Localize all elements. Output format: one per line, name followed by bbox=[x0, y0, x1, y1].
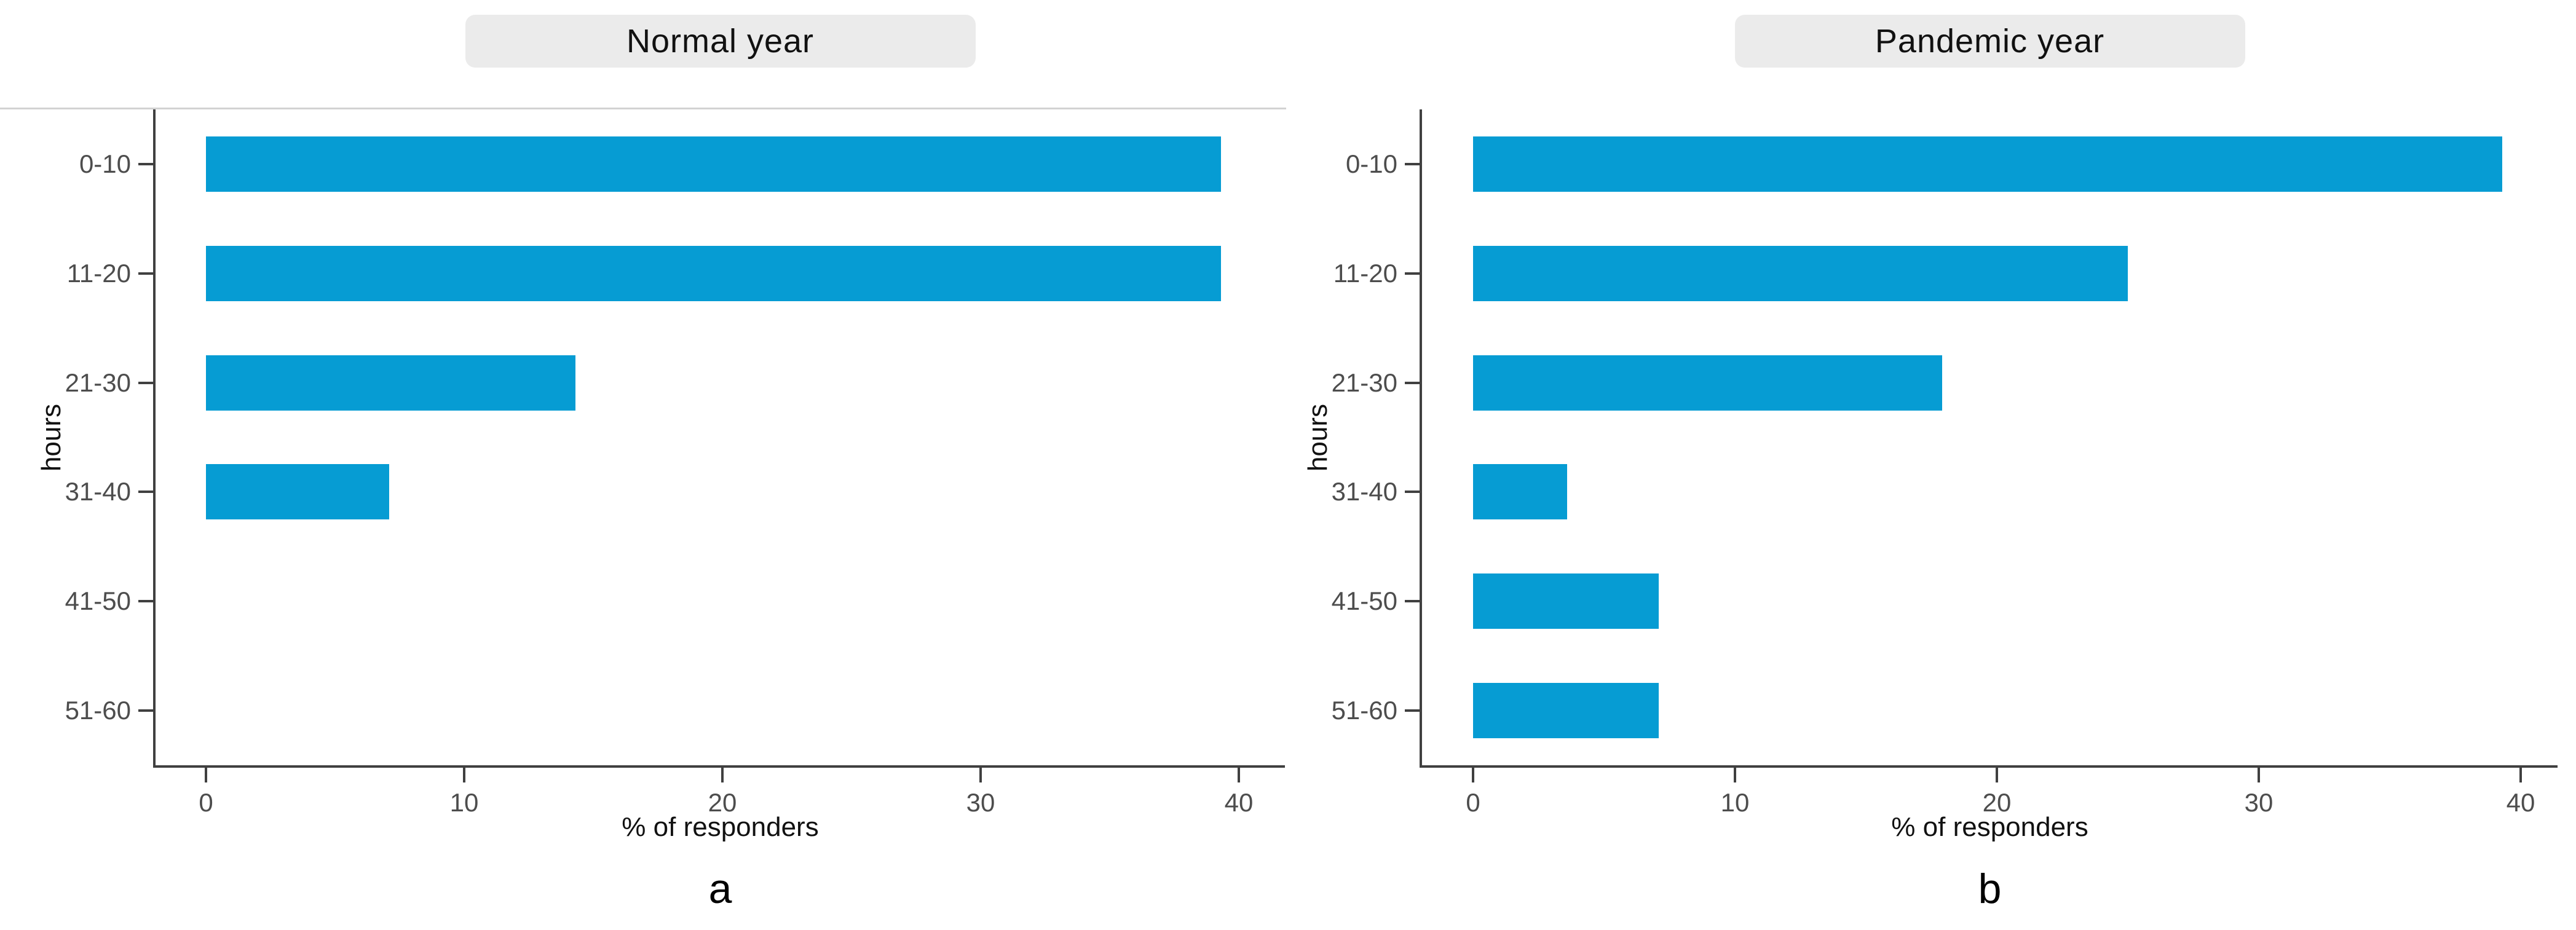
y-tick-label-0-10: 0-10 bbox=[1345, 149, 1397, 178]
x-tick-label-20: 20 bbox=[1982, 788, 2012, 817]
x-tick-label-0: 0 bbox=[199, 788, 213, 817]
y-tick bbox=[138, 600, 153, 603]
y-tick bbox=[138, 491, 153, 494]
y-tick-label-0-10: 0-10 bbox=[79, 149, 131, 178]
y-tick-label-41-50: 41-50 bbox=[1331, 586, 1397, 616]
bar-11-20 bbox=[206, 245, 1221, 301]
y-tick bbox=[1405, 600, 1420, 603]
y-tick-label-31-40: 31-40 bbox=[1331, 477, 1397, 506]
x-axis-title-a: % of responders bbox=[622, 812, 819, 842]
y-tick bbox=[1405, 491, 1420, 494]
bar-21-30 bbox=[206, 355, 575, 411]
x-tick bbox=[721, 768, 724, 782]
x-tick bbox=[2519, 768, 2522, 782]
x-tick-label-10: 10 bbox=[1720, 788, 1750, 817]
y-tick bbox=[1405, 162, 1420, 165]
x-tick-label-40: 40 bbox=[1224, 788, 1254, 817]
y-tick bbox=[138, 272, 153, 275]
panel-label-b: b bbox=[1978, 865, 2002, 912]
y-tick-label-51-60: 51-60 bbox=[1331, 696, 1397, 725]
facet-strip-a: Normal year bbox=[465, 15, 976, 68]
bar-21-30 bbox=[1473, 355, 1942, 411]
bar-41-50 bbox=[1473, 573, 1659, 629]
x-tick-label-30: 30 bbox=[2244, 788, 2274, 817]
x-tick bbox=[1472, 768, 1474, 782]
y-tick bbox=[1405, 381, 1420, 384]
y-tick-label-21-30: 21-30 bbox=[1331, 368, 1397, 397]
x-tick bbox=[1734, 768, 1736, 782]
y-tick bbox=[1405, 272, 1420, 275]
y-tick bbox=[138, 709, 153, 712]
x-tick bbox=[2258, 768, 2260, 782]
x-tick-label-40: 40 bbox=[2506, 788, 2535, 817]
y-axis-title-b: hours bbox=[1303, 403, 1333, 471]
x-tick bbox=[1996, 768, 1998, 782]
x-tick-label-0: 0 bbox=[1466, 788, 1480, 817]
y-tick-label-41-50: 41-50 bbox=[65, 586, 131, 616]
x-axis-title-b: % of responders bbox=[1891, 812, 2088, 842]
y-tick-label-51-60: 51-60 bbox=[65, 696, 131, 725]
y-tick-label-11-20: 11-20 bbox=[66, 258, 131, 288]
y-tick-label-31-40: 31-40 bbox=[65, 477, 131, 506]
x-tick-label-30: 30 bbox=[966, 788, 995, 817]
x-tick bbox=[979, 768, 982, 782]
panel-label-a: a bbox=[708, 865, 732, 912]
top-rule bbox=[0, 108, 1286, 109]
bar-31-40 bbox=[1473, 464, 1568, 520]
x-axis-line bbox=[153, 765, 1285, 768]
bar-31-40 bbox=[206, 464, 390, 520]
y-tick bbox=[138, 162, 153, 165]
bar-51-60 bbox=[1473, 683, 1659, 739]
y-tick-label-11-20: 11-20 bbox=[1333, 258, 1397, 288]
x-tick-label-20: 20 bbox=[708, 788, 737, 817]
bar-11-20 bbox=[1473, 245, 2128, 301]
y-axis-title-a: hours bbox=[36, 403, 66, 471]
bar-0-10 bbox=[206, 136, 1221, 192]
x-tick bbox=[205, 768, 207, 782]
facet-strip-b: Pandemic year bbox=[1734, 15, 2245, 68]
x-tick-label-10: 10 bbox=[449, 788, 479, 817]
y-tick bbox=[1405, 709, 1420, 712]
y-tick bbox=[138, 381, 153, 384]
bar-0-10 bbox=[1473, 136, 2503, 192]
x-tick bbox=[463, 768, 465, 782]
y-tick-label-21-30: 21-30 bbox=[65, 368, 131, 397]
x-tick bbox=[1238, 768, 1240, 782]
y-axis-line bbox=[1420, 109, 1422, 768]
x-axis-line bbox=[1420, 765, 2558, 768]
y-axis-line bbox=[153, 109, 156, 768]
